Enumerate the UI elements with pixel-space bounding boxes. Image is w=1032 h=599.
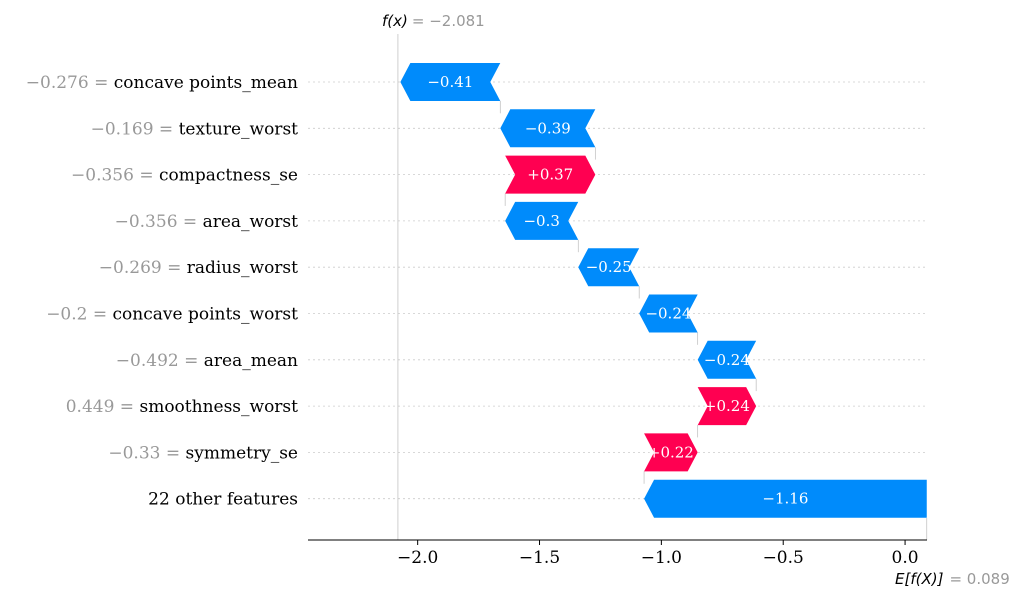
feature-label: −0.169 = texture_worst xyxy=(91,119,299,139)
waterfall-bar xyxy=(697,340,757,379)
base-label: E[f(X)] xyxy=(895,570,944,588)
fx-value: −2.081 xyxy=(429,12,485,30)
feature-value: −0.276 = xyxy=(26,73,114,93)
x-tick-label: −1.5 xyxy=(519,548,560,568)
feature-name: area_mean xyxy=(204,351,298,371)
bar-value-label: −1.16 xyxy=(762,490,808,508)
bar-value-label: −0.39 xyxy=(525,119,571,137)
feature-name: concave points_mean xyxy=(114,73,298,93)
x-tick-label: 0.0 xyxy=(892,548,919,568)
waterfall-bar xyxy=(500,109,596,148)
bar-value-label: −0.24 xyxy=(704,351,750,369)
feature-name: compactness_se xyxy=(159,166,298,186)
feature-value: −0.2 = xyxy=(46,305,112,325)
waterfall-bar xyxy=(400,63,501,101)
feature-name: radius_worst xyxy=(187,258,298,278)
fx-label: f(x) xyxy=(382,12,408,30)
feature-value: −0.169 = xyxy=(91,119,179,139)
x-tick-label: −1.0 xyxy=(641,548,682,568)
svg-text:f(x)= −2.081: f(x) = −2.081 xyxy=(382,12,485,30)
bar-value-label: −0.3 xyxy=(523,212,559,230)
bar-value-label: −0.25 xyxy=(586,258,632,276)
feature-name: concave points_worst xyxy=(113,305,299,325)
fx-annotation: f(x) = −2.081 xyxy=(382,12,485,30)
bar-value-label: +0.22 xyxy=(648,443,694,461)
feature-name: smoothness_worst xyxy=(139,397,298,417)
feature-value: −0.492 = xyxy=(116,351,204,371)
bar-value-label: +0.24 xyxy=(704,397,750,415)
feature-label: −0.356 = area_worst xyxy=(115,212,299,232)
feature-value: −0.356 = xyxy=(71,166,159,186)
connector-layer xyxy=(397,34,928,540)
waterfall-bar xyxy=(644,479,927,518)
feature-name: symmetry_se xyxy=(186,443,298,463)
x-axis: −2.0 −1.5 −1.0 −0.5 0.0 xyxy=(308,539,927,568)
bar-layer: −0.41 −0.39 +0.37 −0.3 −0.25 −0.24 −0.24 +0.24 +… xyxy=(400,63,927,518)
expected-value-annotation: E[f(X)] = 0.089 xyxy=(895,570,1010,588)
waterfall-bar xyxy=(697,387,757,426)
grid-layer xyxy=(308,81,927,500)
bar-value-label: −0.41 xyxy=(427,73,473,91)
feature-label: −0.2 = concave points_worst xyxy=(46,305,298,325)
feature-value: −0.33 = xyxy=(108,443,185,463)
waterfall-bar xyxy=(644,433,698,472)
feature-label: −0.33 = symmetry_se xyxy=(108,443,298,463)
waterfall-bar xyxy=(505,201,579,240)
svg-text:E[f(X)]= 0.089: E[f(X)] = 0.089 xyxy=(895,570,1010,588)
feature-value: −0.269 = xyxy=(99,258,187,278)
feature-label: −0.356 = compactness_se xyxy=(71,166,298,186)
feature-labels: −0.276 = concave points_mean −0.169 = tex… xyxy=(26,73,298,510)
waterfall-bar xyxy=(639,294,698,333)
feature-label: −0.276 = concave points_mean xyxy=(26,73,298,93)
feature-label: −0.492 = area_mean xyxy=(116,351,298,371)
feature-label: 0.449 = smoothness_worst xyxy=(66,397,298,417)
base-value: 0.089 xyxy=(967,570,1010,588)
feature-name: texture_worst xyxy=(179,119,299,139)
feature-label: −0.269 = radius_worst xyxy=(99,258,298,278)
waterfall-bar xyxy=(505,155,596,194)
x-tick-label: −0.5 xyxy=(763,548,804,568)
feature-name: 22 other features xyxy=(148,490,298,510)
bar-value-label: −0.24 xyxy=(645,305,691,323)
x-tick-label: −2.0 xyxy=(397,548,438,568)
waterfall-bar xyxy=(578,248,640,287)
feature-value: 0.449 = xyxy=(66,397,140,417)
feature-value: −0.356 = xyxy=(115,212,203,232)
bar-value-label: +0.37 xyxy=(527,166,573,184)
feature-name: area_worst xyxy=(203,212,299,232)
feature-label: 22 other features xyxy=(148,490,298,510)
